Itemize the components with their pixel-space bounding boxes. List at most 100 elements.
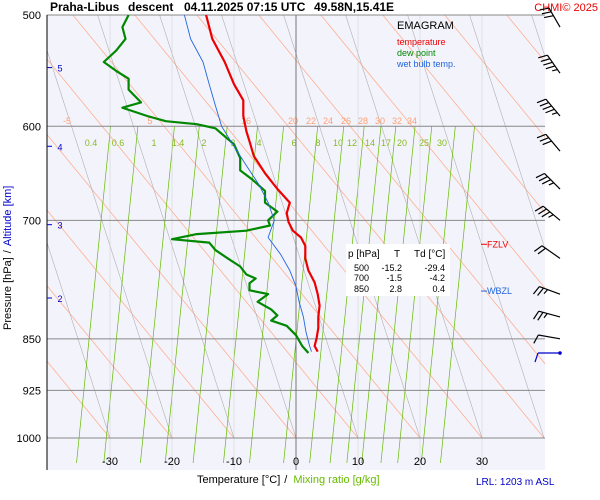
wind-barb <box>533 310 561 321</box>
wind-barb-flag <box>539 7 550 11</box>
pressure-tick-label: 1000 <box>17 433 41 445</box>
mixing-ratio-label: 17 <box>381 138 391 148</box>
zero-line <box>46 15 297 470</box>
x-axis-label: Temperature [°C] / Mixing ratio [g/kg] <box>197 474 380 486</box>
series-line-dew-point <box>102 15 310 354</box>
wind-barb-flag <box>539 101 549 107</box>
table-header-p: p [hPa] <box>348 249 380 260</box>
moist-adiabat <box>159 15 297 439</box>
wind-barb-staff <box>545 133 561 152</box>
wind-barb-flag <box>537 312 544 321</box>
table-cell: 850 <box>354 284 369 294</box>
wind-barb-half-flag <box>543 313 548 319</box>
mixing-ratio-line <box>440 126 475 464</box>
pressure-tick-label: 925 <box>23 385 41 397</box>
moist-adiabat <box>594 15 600 438</box>
wind-barb-staff <box>538 334 561 340</box>
dry-adiabat <box>569 15 600 438</box>
wind-barb-flag <box>541 211 551 218</box>
temperature-tick-label: 10 <box>352 456 364 468</box>
coords-label: 49.58N,15.41E <box>314 0 394 14</box>
mixing-ratio-line <box>192 126 228 464</box>
lrl-label: LRL: 1203 m ASL <box>476 477 555 488</box>
dry-adiabat <box>382 15 545 214</box>
wind-barb-staff <box>542 205 561 221</box>
wind-barb-staff <box>544 173 561 190</box>
mixing-ratio-label: 0.4 <box>85 138 98 148</box>
legend-temperature: temperature <box>397 37 446 47</box>
wind-barb <box>534 205 561 221</box>
dry-adiabat-label: 28 <box>358 116 368 126</box>
pressure-tick-label: 500 <box>23 10 41 22</box>
wind-barb <box>534 351 562 363</box>
wind-barb-staff <box>541 245 561 259</box>
legend-wet-bulb: wet bulb temp. <box>396 59 456 69</box>
fzlv-label: FZLV <box>487 239 508 249</box>
wind-barb-flag <box>538 54 548 59</box>
mixing-ratio-label: 12 <box>347 138 357 148</box>
table-cell: 500 <box>354 263 369 273</box>
mixing-ratio-label: 20 <box>397 138 407 148</box>
wind-barb-flag <box>535 172 545 179</box>
wind-barb <box>536 133 561 152</box>
wbzl-label: WBZL <box>487 286 512 296</box>
altitude-tick-label: 3 <box>57 221 62 231</box>
dry-adiabat-label: 24 <box>323 116 333 126</box>
wind-barb-half-flag <box>548 214 554 218</box>
mixing-ratio-label: 2 <box>201 138 206 148</box>
dry-adiabat-label: 30 <box>375 116 385 126</box>
temperature-tick-label: 0 <box>293 456 299 468</box>
dry-adiabat-label: -5 <box>63 116 71 126</box>
wind-barb-flag <box>534 245 543 252</box>
table-cell: -15.2 <box>381 263 402 273</box>
background-lines: 0.4 0.6 1 1.4 2 3 4 6 8 10 12 14 17 20 25 30-5 5 16 20 22 24… <box>47 15 600 470</box>
mixing-ratio-line <box>223 126 258 464</box>
table-header-td: Td [°C] <box>414 249 445 260</box>
copyright-label: CHMI© 2025 <box>534 2 598 14</box>
dry-adiabat <box>47 58 359 439</box>
table-cell: -4.2 <box>429 273 445 283</box>
dry-adiabat <box>134 15 483 439</box>
pressure-tick-label: 700 <box>23 215 41 227</box>
wind-barb-flag <box>543 61 553 66</box>
level-markers: FZLV WBZL <box>481 239 512 296</box>
table-cell: 2.8 <box>389 284 402 294</box>
wind-barb-flag <box>536 98 547 104</box>
mixing-ratio-label: 1 <box>151 138 156 148</box>
mixing-ratio-line <box>309 126 345 464</box>
temperature-tick-label: -20 <box>164 456 180 468</box>
mixing-ratio-label: 8 <box>315 138 320 148</box>
dry-adiabat <box>320 15 545 289</box>
dry-adiabat <box>47 209 235 439</box>
mixing-ratio-line <box>76 126 111 464</box>
mixing-ratio-label: 14 <box>365 138 375 148</box>
mixing-ratio-label: 0.6 <box>112 138 125 148</box>
dry-adiabat-label: 32 <box>392 116 402 126</box>
wind-barb-flag <box>541 179 551 185</box>
temperature-tick-label: -10 <box>226 456 242 468</box>
moist-adiabat <box>47 241 111 439</box>
dry-adiabat <box>258 15 545 365</box>
temperature-tick-label: -30 <box>102 456 118 468</box>
altitude-tick-label: 4 <box>57 142 62 152</box>
mixing-ratio-line <box>164 126 200 464</box>
mixing-ratio-line <box>283 126 319 464</box>
moist-adiabat <box>283 15 421 439</box>
wind-barb-flag <box>538 176 548 182</box>
wind-barb-staff <box>538 310 561 318</box>
dry-adiabat <box>444 15 545 138</box>
wind-barb-half-flag <box>543 289 549 295</box>
table-cell: -29.4 <box>424 263 445 273</box>
pressure-tick-label: 850 <box>23 334 41 346</box>
station-name: Praha-Libus <box>50 0 120 14</box>
table-cell: 0.4 <box>432 284 445 294</box>
series-line-temperature <box>205 15 321 353</box>
dry-adiabat <box>47 134 297 439</box>
wind-barb-flag <box>537 287 544 296</box>
legend-title: EMAGRAM <box>397 20 454 32</box>
mixing-ratio-line <box>140 126 175 464</box>
wind-barb-flag <box>545 65 556 70</box>
wind-barb-flag <box>539 137 549 142</box>
wind-barb <box>534 245 561 259</box>
wind-barb <box>532 286 561 296</box>
